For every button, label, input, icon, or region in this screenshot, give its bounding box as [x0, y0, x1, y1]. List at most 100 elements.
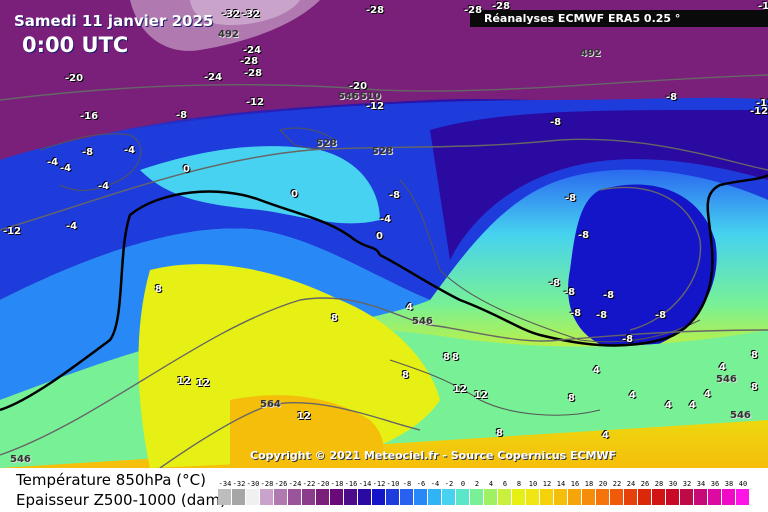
thickness-label: 546 [338, 91, 359, 102]
legend-swatch [512, 489, 526, 505]
temperature-label: -8 [549, 278, 561, 289]
legend-tick-label: 22 [612, 480, 622, 488]
temperature-label: -16 [80, 111, 99, 122]
legend-tick-label: 26 [640, 480, 650, 488]
temperature-label: 12 [453, 384, 467, 395]
legend-tick-label: -24 [288, 480, 302, 488]
temperature-label: -12 [756, 98, 768, 109]
temperature-label: -8 [666, 92, 678, 103]
legend-tick-label: 10 [528, 480, 538, 488]
legend-swatch [694, 489, 708, 505]
thickness-label: 528 [372, 146, 393, 157]
temperature-label: 12 [474, 390, 488, 401]
legend-tick-label: -32 [232, 480, 246, 488]
legend-swatch [428, 489, 442, 505]
legend-tick-label: -8 [402, 480, 412, 488]
temperature-label: 8 [751, 382, 758, 393]
legend-tick-label: 18 [584, 480, 594, 488]
legend-tick-label: 30 [668, 480, 678, 488]
temperature-label: -20 [65, 73, 84, 84]
legend-tick-label: 24 [626, 480, 636, 488]
temperature-label: -28 [464, 5, 483, 16]
legend-tick-label: 36 [710, 480, 720, 488]
legend-tick-label: 16 [570, 480, 580, 488]
legend-swatch [666, 489, 680, 505]
temperature-label: -8 [564, 287, 576, 298]
temperature-label: -28 [492, 1, 511, 12]
temperature-label: -8 [550, 117, 562, 128]
legend-swatch [624, 489, 638, 505]
legend-swatch [568, 489, 582, 505]
legend-swatch [708, 489, 722, 505]
temperature-label: 8 [155, 284, 162, 295]
temperature-label: -32 [242, 9, 261, 20]
thickness-label: 546 [412, 316, 433, 327]
legend-swatch [582, 489, 596, 505]
legend-swatch [414, 489, 428, 505]
legend-tick-label: 4 [488, 480, 494, 488]
temperature-label: -20 [349, 81, 368, 92]
legend-swatch [610, 489, 624, 505]
legend-tick-label: -28 [260, 480, 274, 488]
temperature-label: -28 [244, 68, 263, 79]
legend-tick-label: 8 [516, 480, 522, 488]
copyright-notice: Copyright © 2021 Meteociel.fr - Source C… [250, 449, 617, 462]
temperature-label: 12 [297, 411, 311, 422]
thickness-label: 546 [10, 454, 31, 465]
legend-tick-label: -16 [344, 480, 358, 488]
legend-swatch [540, 489, 554, 505]
temperature-label: 4 [593, 365, 600, 376]
temperature-label: 8 [331, 313, 338, 324]
temperature-label: -28 [366, 5, 385, 16]
legend-swatch [274, 489, 288, 505]
legend-swatch [526, 489, 540, 505]
thickness-label: 510 [360, 91, 381, 102]
legend-swatch [638, 489, 652, 505]
temperature-label: -4 [47, 157, 59, 168]
legend-color-scale [218, 489, 750, 505]
temperature-label: 12 [177, 376, 191, 387]
temperature-label: -24 [204, 72, 223, 83]
legend-swatch [498, 489, 512, 505]
thickness-label: 492 [218, 29, 239, 40]
legend-swatch [302, 489, 316, 505]
legend-tick-label: 32 [682, 480, 692, 488]
temperature-label: -4 [124, 145, 136, 156]
legend-tick-label: -34 [218, 480, 232, 488]
legend-swatch [330, 489, 344, 505]
temperature-label: 4 [602, 430, 609, 441]
legend-swatch [260, 489, 274, 505]
temperature-label: -8 [82, 147, 94, 158]
thickness-label: 564 [260, 399, 281, 410]
temperature-label: 0 [376, 231, 383, 242]
temperature-label: 4 [719, 362, 726, 373]
legend-tick-label: 6 [502, 480, 508, 488]
legend-swatch [232, 489, 246, 505]
temperature-field [0, 0, 768, 468]
temperature-label: -12 [246, 97, 265, 108]
legend-tick-label: -30 [246, 480, 260, 488]
legend-swatch [442, 489, 456, 505]
legend-swatch [652, 489, 666, 505]
legend-tick-label: 38 [724, 480, 734, 488]
temperature-label: -4 [98, 181, 110, 192]
legend-swatch [596, 489, 610, 505]
temperature-label: 0 [291, 189, 298, 200]
legend-tick-label: -4 [430, 480, 440, 488]
temperature-label: 8 [452, 352, 459, 363]
temperature-label: 8 [568, 393, 575, 404]
temperature-label: 4 [665, 400, 672, 411]
temperature-label: -8 [570, 308, 582, 319]
temperature-label: 8 [496, 428, 503, 439]
legend-swatch [218, 489, 232, 505]
temperature-label: -12 [750, 106, 768, 117]
legend-swatch [456, 489, 470, 505]
legend-swatch [680, 489, 694, 505]
legend-swatch [358, 489, 372, 505]
temperature-label: -24 [243, 45, 262, 56]
temperature-label: -4 [60, 163, 72, 174]
temperature-label: -8 [176, 110, 188, 121]
legend: Température 850hPa (°C) Epaisseur Z500-1… [0, 468, 768, 512]
thickness-label: 546 [716, 374, 737, 385]
legend-swatch [400, 489, 414, 505]
